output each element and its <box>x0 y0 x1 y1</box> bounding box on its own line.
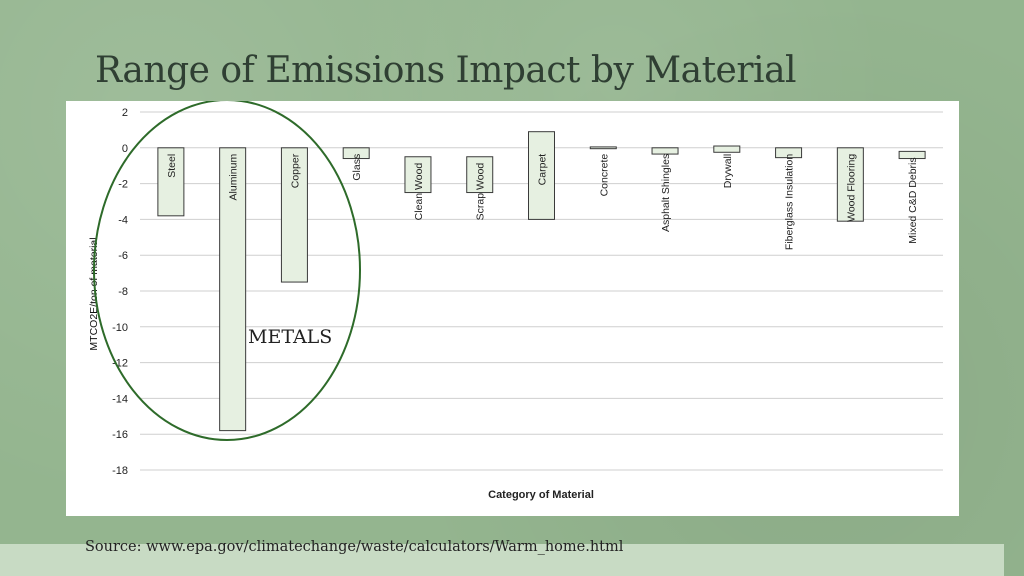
y-tick-label: -4 <box>118 214 128 226</box>
category-label: Clean Wood <box>413 163 425 221</box>
y-tick-label: -10 <box>112 322 128 334</box>
bar <box>466 156 494 194</box>
bar <box>342 147 370 160</box>
bars: Steel Aluminum Copper Glass Clean Wood Scrap … <box>157 131 926 432</box>
bar <box>404 156 432 194</box>
bar <box>651 147 679 155</box>
bar <box>589 146 617 150</box>
metals-annotation: METALS <box>248 326 332 348</box>
y-axis-label: MTCO2E/ton of material <box>88 237 100 350</box>
category-label: Wood Flooring <box>845 154 857 222</box>
y-tick-label: -8 <box>118 286 128 298</box>
category-label: Steel <box>166 154 178 178</box>
bar <box>713 145 741 153</box>
y-tick-label: -14 <box>112 393 128 405</box>
y-tick-label: 2 <box>122 107 128 119</box>
category-label: Carpet <box>537 154 549 186</box>
category-label: Concrete <box>598 154 610 197</box>
bar <box>775 147 803 159</box>
y-tick-label: -18 <box>112 465 128 477</box>
y-tick-label: -16 <box>112 429 128 441</box>
source-citation: Source: www.epa.gov/climatechange/waste/… <box>85 539 624 555</box>
source-bar <box>0 544 1004 576</box>
bar <box>898 150 926 160</box>
category-label: Glass <box>351 154 363 181</box>
bar <box>528 131 555 220</box>
category-label: Asphalt Shingles <box>660 154 672 232</box>
y-tick-labels: 2 0 -2 -4 -6 -8 -10 -12 -14 -16 -18 <box>112 107 128 477</box>
slide-title: Range of Emissions Impact by Material <box>95 50 797 91</box>
bar <box>157 147 185 217</box>
x-axis-label: Category of Material <box>488 489 594 501</box>
bar <box>836 147 864 222</box>
y-tick-label: 0 <box>122 143 128 155</box>
emissions-bar-chart: 2 0 -2 -4 -6 -8 -10 -12 -14 -16 -18 Steel Aluminum C… <box>88 99 943 501</box>
category-label: Copper <box>289 153 301 188</box>
y-tick-label: -12 <box>112 358 128 370</box>
y-tick-label: -2 <box>118 179 128 191</box>
bar <box>219 147 247 432</box>
category-label: Mixed C&D Debris <box>907 157 919 243</box>
gridlines <box>140 111 943 471</box>
category-label: Scrap Wood <box>475 163 487 221</box>
chart-panel: 2 0 -2 -4 -6 -8 -10 -12 -14 -16 -18 Steel Aluminum C… <box>66 99 959 516</box>
bar <box>280 147 308 283</box>
category-label: Fiberglass Insulation <box>784 154 796 250</box>
category-label: Drywall <box>722 154 734 188</box>
category-label: Aluminum <box>228 154 240 201</box>
y-tick-label: -6 <box>118 250 128 262</box>
